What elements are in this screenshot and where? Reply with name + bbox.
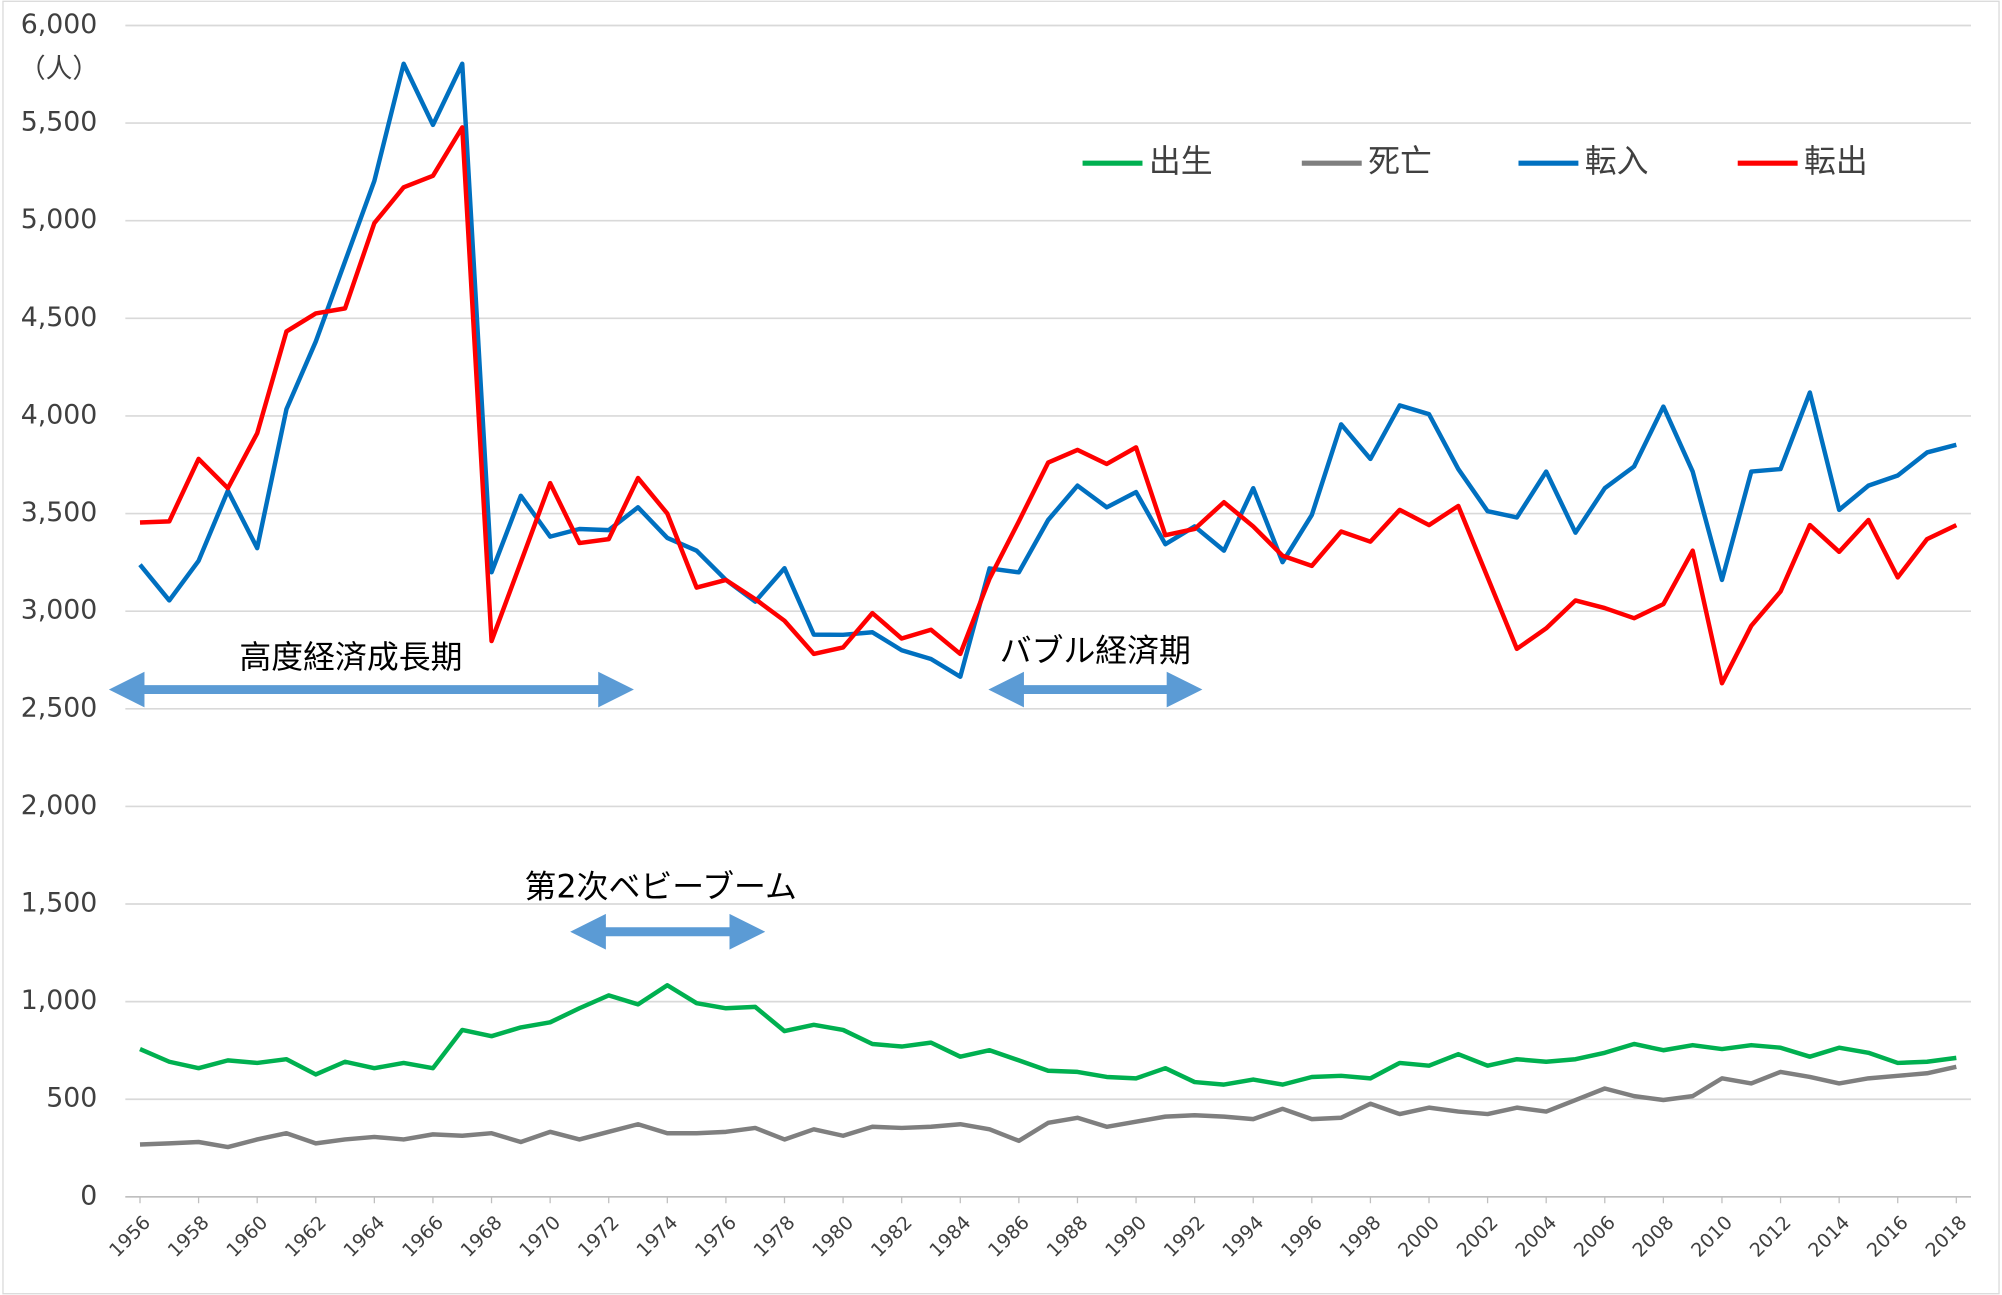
x-tick-label: 1958 xyxy=(163,1211,214,1262)
x-tick-label: 1978 xyxy=(749,1211,800,1262)
plot-area: 0 500 1,000 1,500 2,000 2,500 3,000 3,500 4,000 4… xyxy=(21,9,1972,1262)
y-tick-label: 0 xyxy=(80,1180,97,1211)
y-tick-label: 1,000 xyxy=(21,985,98,1016)
x-tick-label: 2010 xyxy=(1686,1211,1737,1262)
x-tick-label: 1990 xyxy=(1100,1211,1151,1262)
legend-label: 死亡 xyxy=(1368,142,1432,180)
y-unit-label: （人） xyxy=(19,54,99,85)
y-tick-label: 500 xyxy=(46,1083,97,1114)
y-tick-label: 1,500 xyxy=(21,888,98,919)
y-tick-label: 5,000 xyxy=(21,204,98,235)
x-tick-label: 1986 xyxy=(983,1211,1034,1262)
x-tick-label: 1980 xyxy=(808,1211,859,1262)
x-tick-label: 1976 xyxy=(690,1211,741,1262)
x-tick-label: 2014 xyxy=(1804,1211,1855,1262)
x-tick-label: 2006 xyxy=(1569,1211,1620,1262)
x-tick-label: 1982 xyxy=(866,1211,917,1262)
annotation: 第2次ベビーブーム xyxy=(525,867,797,905)
series-line xyxy=(139,1064,1957,1150)
series-line xyxy=(138,61,1957,680)
y-tick-label: 2,000 xyxy=(21,790,98,821)
y-tick-label: 5,500 xyxy=(21,107,98,138)
x-tick-label: 1984 xyxy=(925,1211,976,1262)
x-tick-label: 1988 xyxy=(1042,1211,1093,1262)
x-tick-label: 1956 xyxy=(104,1211,155,1262)
x-tick-label: 1994 xyxy=(1218,1211,1269,1262)
x-tick-label: 1966 xyxy=(397,1211,448,1262)
annotation: バブル経済期 xyxy=(1000,632,1191,670)
x-tick-label: 2016 xyxy=(1862,1211,1913,1262)
x-tick-label: 2000 xyxy=(1393,1211,1444,1262)
y-tick-label: 4,500 xyxy=(21,302,98,333)
legend-label: 転入 xyxy=(1585,142,1649,180)
y-tick-label: 4,000 xyxy=(21,399,98,430)
x-tick-label: 2002 xyxy=(1452,1211,1503,1262)
series-line xyxy=(139,125,1958,686)
x-tick-label: 1964 xyxy=(339,1211,390,1262)
x-tick-label: 1970 xyxy=(515,1211,566,1262)
x-tick-label: 1998 xyxy=(1335,1211,1386,1262)
x-tick-label: 1968 xyxy=(456,1211,507,1262)
y-tick-label: 2,500 xyxy=(21,692,98,723)
x-tick-label: 1972 xyxy=(573,1211,624,1262)
annotation: 高度経済成長期 xyxy=(239,638,462,676)
y-tick-label: 3,500 xyxy=(21,497,98,528)
x-tick-label: 1996 xyxy=(1276,1211,1327,1262)
x-tick-label: 2018 xyxy=(1921,1211,1972,1262)
x-tick-label: 2004 xyxy=(1511,1211,1562,1262)
x-tick-label: 2012 xyxy=(1745,1211,1796,1262)
series-line xyxy=(139,982,1957,1087)
x-tick-label: 2008 xyxy=(1628,1211,1679,1262)
legend-label: 出生 xyxy=(1149,142,1213,180)
y-tick-label: 6,000 xyxy=(21,9,98,40)
y-tick-label: 3,000 xyxy=(21,595,98,626)
x-tick-label: 1974 xyxy=(632,1211,683,1262)
x-tick-label: 1960 xyxy=(222,1211,273,1262)
legend-label: 転出 xyxy=(1804,142,1868,180)
x-tick-label: 1992 xyxy=(1159,1211,1210,1262)
x-tick-label: 1962 xyxy=(280,1211,331,1262)
